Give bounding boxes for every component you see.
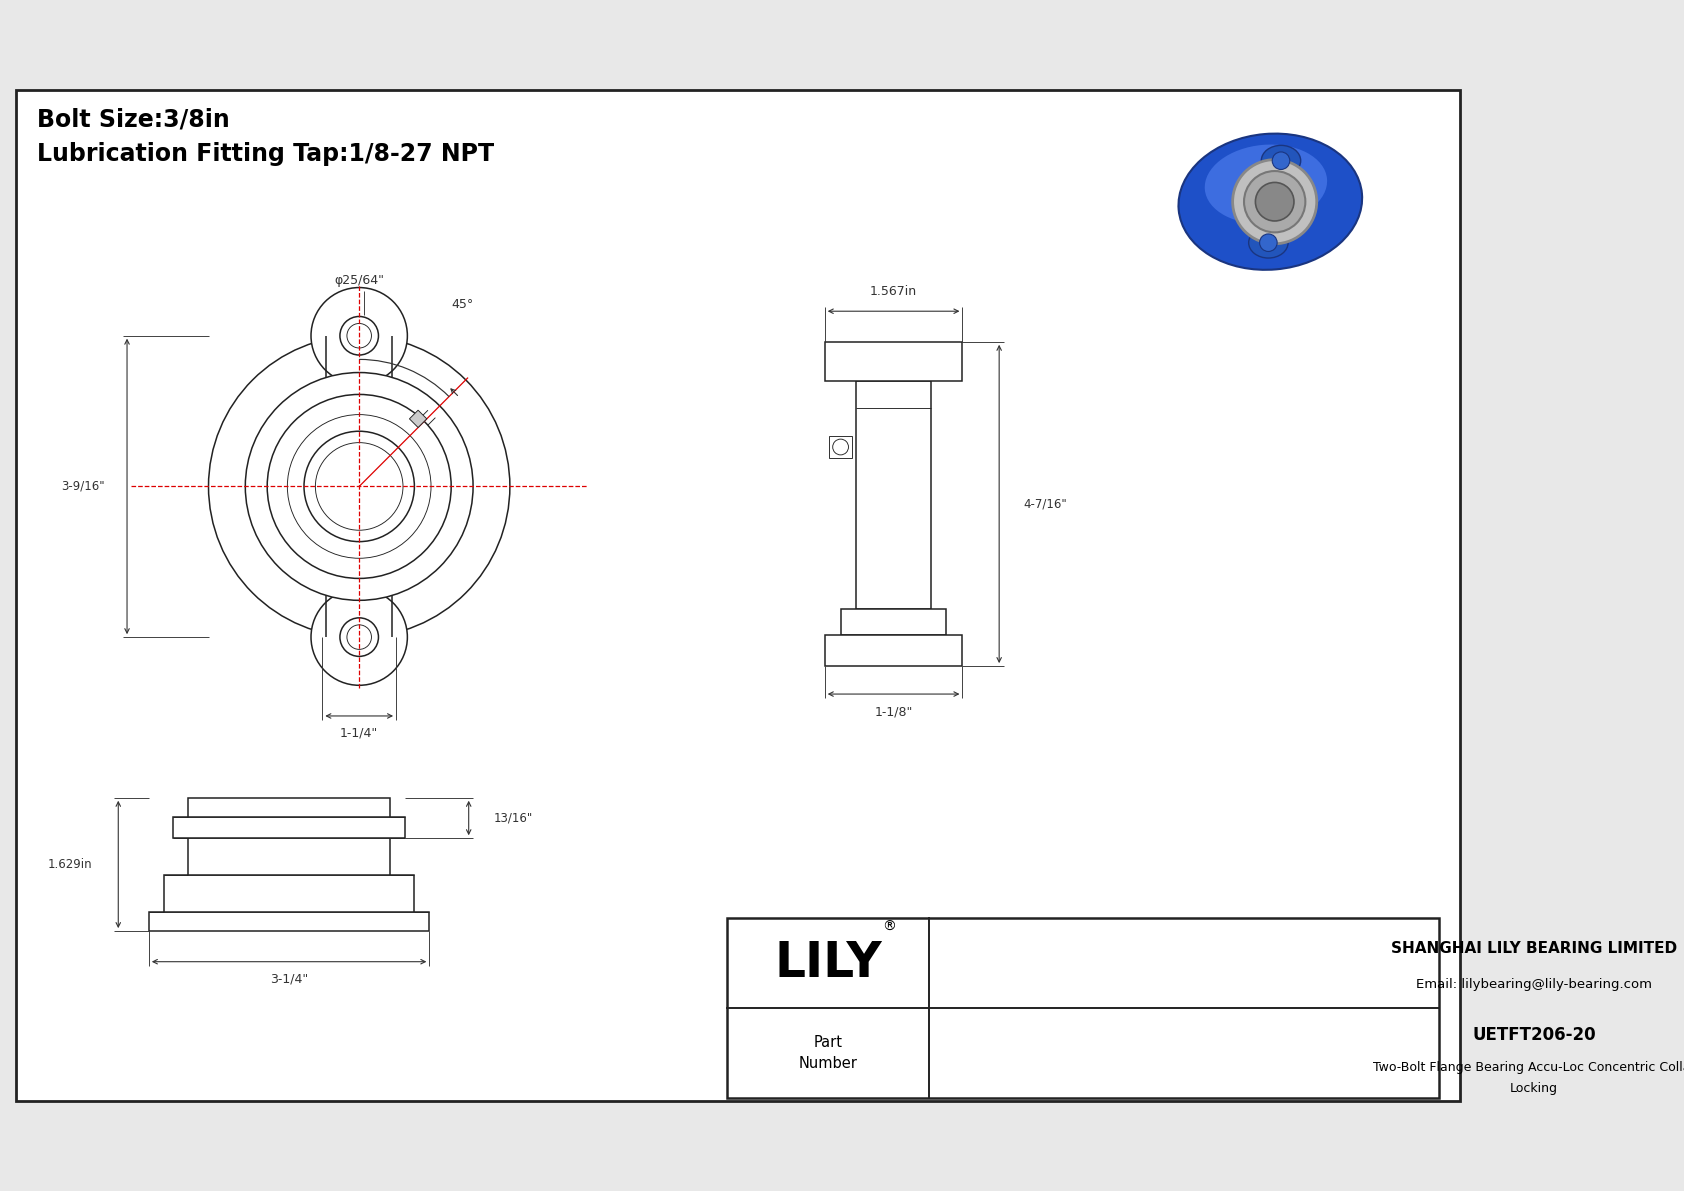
Text: 3-9/16": 3-9/16": [62, 480, 104, 493]
Circle shape: [1244, 172, 1305, 232]
Text: φ25/64": φ25/64": [333, 274, 384, 287]
Text: UETFT206-20: UETFT206-20: [1472, 1027, 1596, 1045]
Circle shape: [288, 414, 431, 559]
Bar: [173, 817, 406, 838]
Circle shape: [1260, 233, 1276, 251]
Text: SHANGHAI LILY BEARING LIMITED: SHANGHAI LILY BEARING LIMITED: [1391, 941, 1677, 956]
Bar: [148, 912, 429, 931]
Circle shape: [1233, 160, 1317, 244]
Circle shape: [312, 287, 408, 384]
Bar: [727, 918, 1438, 1098]
Text: ®: ®: [882, 919, 896, 934]
Bar: [409, 410, 426, 428]
Text: Two-Bolt Flange Bearing Accu-Loc Concentric Collar: Two-Bolt Flange Bearing Accu-Loc Concent…: [1372, 1061, 1684, 1074]
Bar: [829, 436, 852, 459]
Ellipse shape: [1248, 227, 1288, 258]
Text: Part
Number: Part Number: [798, 1035, 857, 1071]
Circle shape: [312, 588, 408, 685]
Text: 1-1/4": 1-1/4": [340, 727, 379, 740]
Ellipse shape: [1179, 133, 1362, 270]
Text: Lubrication Fitting Tap:1/8-27 NPT: Lubrication Fitting Tap:1/8-27 NPT: [37, 142, 493, 166]
Text: 4-7/16": 4-7/16": [1024, 498, 1068, 511]
Bar: [189, 798, 391, 817]
Circle shape: [315, 443, 402, 530]
Circle shape: [268, 394, 451, 579]
Text: Locking: Locking: [1511, 1083, 1558, 1096]
Circle shape: [832, 439, 849, 455]
Text: 1.629in: 1.629in: [47, 858, 93, 871]
Circle shape: [347, 324, 372, 348]
Circle shape: [209, 336, 510, 637]
Bar: [189, 838, 391, 875]
Circle shape: [305, 431, 414, 542]
Bar: [857, 381, 931, 609]
Text: 13/16": 13/16": [493, 811, 532, 824]
Bar: [1160, 118, 1389, 285]
Circle shape: [340, 317, 379, 355]
Text: 1.567in: 1.567in: [871, 286, 918, 299]
Bar: [165, 875, 414, 912]
Circle shape: [347, 625, 372, 649]
Circle shape: [246, 373, 473, 600]
Text: Email: lilybearing@lily-bearing.com: Email: lilybearing@lily-bearing.com: [1416, 978, 1652, 991]
Circle shape: [340, 618, 379, 656]
Text: 3-1/4": 3-1/4": [269, 973, 308, 986]
Circle shape: [1255, 182, 1293, 222]
Text: 1-1/8": 1-1/8": [874, 705, 913, 718]
Text: Bolt Size:3/8in: Bolt Size:3/8in: [37, 108, 229, 132]
Circle shape: [1271, 152, 1290, 169]
Bar: [825, 342, 962, 381]
Bar: [840, 609, 946, 635]
Bar: [825, 635, 962, 666]
Text: 45°: 45°: [451, 298, 473, 311]
Ellipse shape: [1204, 144, 1327, 224]
Ellipse shape: [1261, 145, 1300, 176]
Text: LILY: LILY: [775, 940, 882, 987]
